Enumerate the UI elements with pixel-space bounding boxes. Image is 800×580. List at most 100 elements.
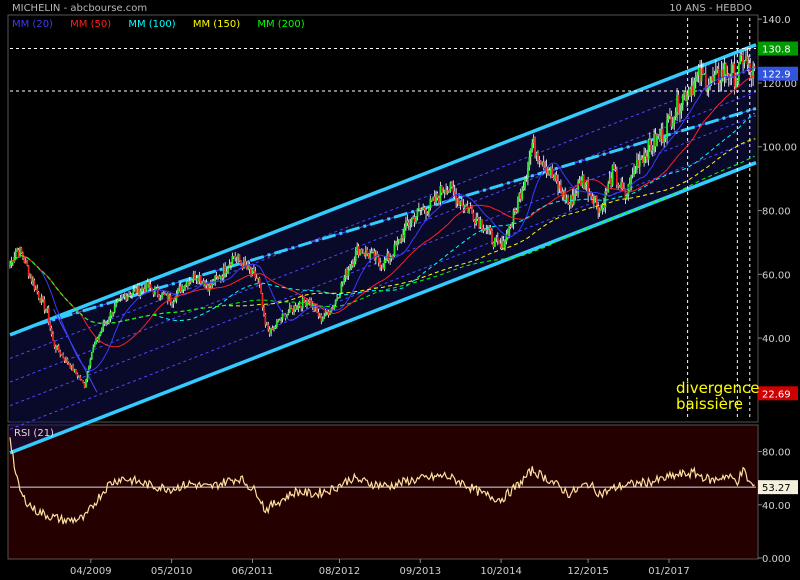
candle-body [336,298,338,300]
candle-body [260,284,262,294]
candle-body [146,281,149,289]
candle-body [433,196,436,203]
candle-body [519,192,522,200]
candle-body [735,80,737,87]
candle-body [582,175,585,189]
candle-body [402,234,404,239]
candle-body [79,376,82,380]
candle-body [278,320,281,321]
candle-body [541,162,544,164]
candle-body [331,308,334,310]
chart-period: 10 ANS - HEBDO [669,3,752,14]
candle-body [343,277,346,283]
candle-body [199,275,202,284]
candle-body [57,345,60,352]
candle-body [732,63,734,65]
candle-body [491,230,493,243]
channel-inner-line-1 [9,115,757,407]
candle-body [489,227,492,231]
candle-body [436,193,439,198]
candle-body [681,95,684,105]
candle-body [240,260,242,264]
candle-body [39,298,42,303]
candle-body [122,296,125,298]
candle-body [407,222,410,225]
candle-body [245,265,248,269]
candle-body [722,69,724,77]
candle-body [308,300,311,303]
candle-body [452,186,455,192]
candle-body [492,242,495,247]
candle-body [380,267,383,268]
annotation-line-1: divergence [676,379,760,397]
candle-body [646,156,648,160]
candle-body [109,312,112,319]
candle-body [387,253,390,261]
candle-body [188,281,191,286]
legend: MM (20) MM (50) MM (100) MM (150) MM (20… [12,19,319,30]
candle-body [9,264,11,266]
x-tick-label-4: 09/2013 [400,566,442,577]
candle-body [119,297,122,299]
candle-body [329,312,331,315]
candle-body [63,357,66,361]
candle-body [512,210,515,224]
candle-body [683,92,686,96]
candle-body [341,282,344,283]
legend-mm150: MM (150) [192,19,241,30]
candle-body [501,240,503,248]
candle-body [36,288,39,293]
candle-body [33,280,36,290]
candle-body [749,62,752,72]
candle-body [623,188,625,190]
candle-body [455,194,458,204]
candle-body [557,181,559,189]
candle-body [252,268,255,272]
candle-body [416,208,419,217]
candle-body [27,265,30,277]
candle-body [680,104,683,112]
candle-body [334,299,337,305]
candle-body [344,269,347,278]
candle-body [558,184,561,189]
candle-body [73,369,76,372]
candle-body [648,139,651,145]
candle-body [687,88,690,96]
candle-body [92,347,95,353]
candle-body [185,282,188,286]
candle-body [567,197,569,204]
candle-body [651,149,654,151]
candle-body [502,240,505,250]
candle-body [215,275,218,277]
candle-body [303,298,305,302]
candle-body [238,254,241,261]
candle-body [495,237,498,239]
candle-body [231,256,234,266]
candle-body [590,192,592,197]
x-tick-label-1: 05/2010 [151,566,193,577]
candle-body [90,352,93,360]
legend-mm200: MM (200) [257,19,305,30]
candle-body [194,273,196,280]
candle-body [121,297,123,299]
candle-body [604,191,607,208]
rsi-value-tag: 53.27 [762,483,791,494]
candle-body [136,285,139,294]
candle-body [442,192,445,193]
candle-body [653,134,656,150]
candle-body [689,88,691,97]
candle-body [383,260,386,270]
candle-body [155,287,158,289]
candle-body [564,190,567,202]
candle-body [22,253,24,258]
candle-body [209,283,212,286]
candle-body [518,192,521,199]
candle-body [198,275,201,282]
candle-body [710,76,713,82]
candle-body [40,296,43,303]
candle-body [219,276,222,279]
candle-body [143,288,146,293]
candles [9,47,756,389]
candle-body [261,293,264,308]
candle-body [615,169,618,185]
